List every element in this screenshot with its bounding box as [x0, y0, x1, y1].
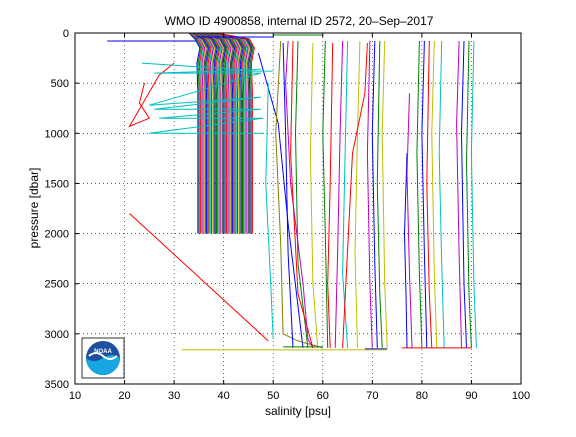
- series-line-24: [416, 40, 423, 348]
- y-axis-label: pressure [dbar]: [27, 168, 41, 249]
- y-tick-label: 2500: [45, 279, 69, 291]
- x-tick-label: 30: [168, 390, 180, 402]
- series-line-15: [342, 40, 349, 348]
- series-line-27: [431, 40, 438, 348]
- series-line-30: [465, 40, 472, 348]
- x-tick-label: 60: [317, 390, 329, 402]
- series-line-12: [322, 40, 329, 348]
- noaa-logo-text: NOAA: [94, 349, 112, 355]
- series-line-3: [129, 213, 269, 342]
- series-line-11: [282, 42, 294, 348]
- series-line-19: [371, 40, 378, 348]
- plot-area: [75, 33, 521, 384]
- series-line-9: [290, 40, 314, 349]
- series-line-26: [426, 40, 433, 348]
- y-tick-label: 500: [51, 78, 69, 90]
- series-line-25: [421, 40, 428, 348]
- band-profile-line: [191, 33, 206, 234]
- series-line-16: [354, 40, 361, 348]
- series-line-23: [406, 93, 413, 348]
- y-tick-label: 1500: [45, 178, 69, 190]
- series-group: [107, 33, 477, 351]
- band-profile-line: [189, 33, 203, 234]
- x-axis-label: salinity [psu]: [265, 404, 331, 418]
- y-tick-label: 0: [63, 28, 69, 40]
- band-profile-line: [189, 33, 202, 234]
- series-line-17: [342, 42, 368, 348]
- x-tick-label: 70: [366, 390, 378, 402]
- series-line-5: [275, 40, 323, 349]
- x-tick-label: 90: [465, 390, 477, 402]
- series-line-14: [334, 40, 344, 348]
- y-tick-label: 3500: [45, 379, 69, 391]
- x-tick-label: 10: [69, 390, 81, 402]
- noaa-logo: NOAA: [81, 337, 125, 379]
- series-line-2: [141, 62, 264, 134]
- band-profile-line: [190, 33, 205, 234]
- series-line-28: [438, 40, 445, 348]
- x-tick-label: 80: [416, 390, 428, 402]
- band-profile-line: [193, 33, 211, 234]
- band-profile-line: [191, 33, 207, 234]
- y-tick-label: 2000: [45, 229, 69, 241]
- series-line-20: [376, 40, 383, 348]
- series-line-18: [366, 40, 373, 348]
- chart-title: WMO ID 4900858, internal ID 2572, 20–Sep…: [165, 14, 434, 28]
- x-tick-label: 40: [218, 390, 230, 402]
- y-tick-label: 1000: [45, 128, 69, 140]
- band-profile-line: [194, 33, 213, 234]
- series-line-8: [294, 40, 309, 348]
- x-tick-label: 100: [512, 390, 530, 402]
- axis-ticks: 10 20 30 40 50 60 70 80 90 1000500100015002000250…: [45, 28, 531, 402]
- series-line-31: [456, 40, 462, 348]
- band-profile-line: [192, 33, 208, 234]
- series-line-22: [403, 153, 408, 348]
- x-tick-label: 50: [267, 390, 279, 402]
- band-profile-line: [193, 33, 210, 234]
- band-profile-line: [216, 33, 255, 234]
- plot-data: [107, 33, 477, 351]
- series-line-7: [265, 83, 274, 339]
- series-line-32: [470, 40, 477, 348]
- series-line-6: [285, 40, 314, 349]
- series-line-10: [309, 42, 319, 348]
- series-line-21: [381, 40, 388, 348]
- x-tick-label: 20: [118, 390, 130, 402]
- series-line-13: [327, 42, 334, 348]
- series-line-29: [460, 40, 467, 348]
- band-profile-line: [188, 33, 201, 234]
- grid: [75, 33, 521, 384]
- plot-frame: [74, 32, 522, 385]
- y-tick-label: 3000: [45, 329, 69, 341]
